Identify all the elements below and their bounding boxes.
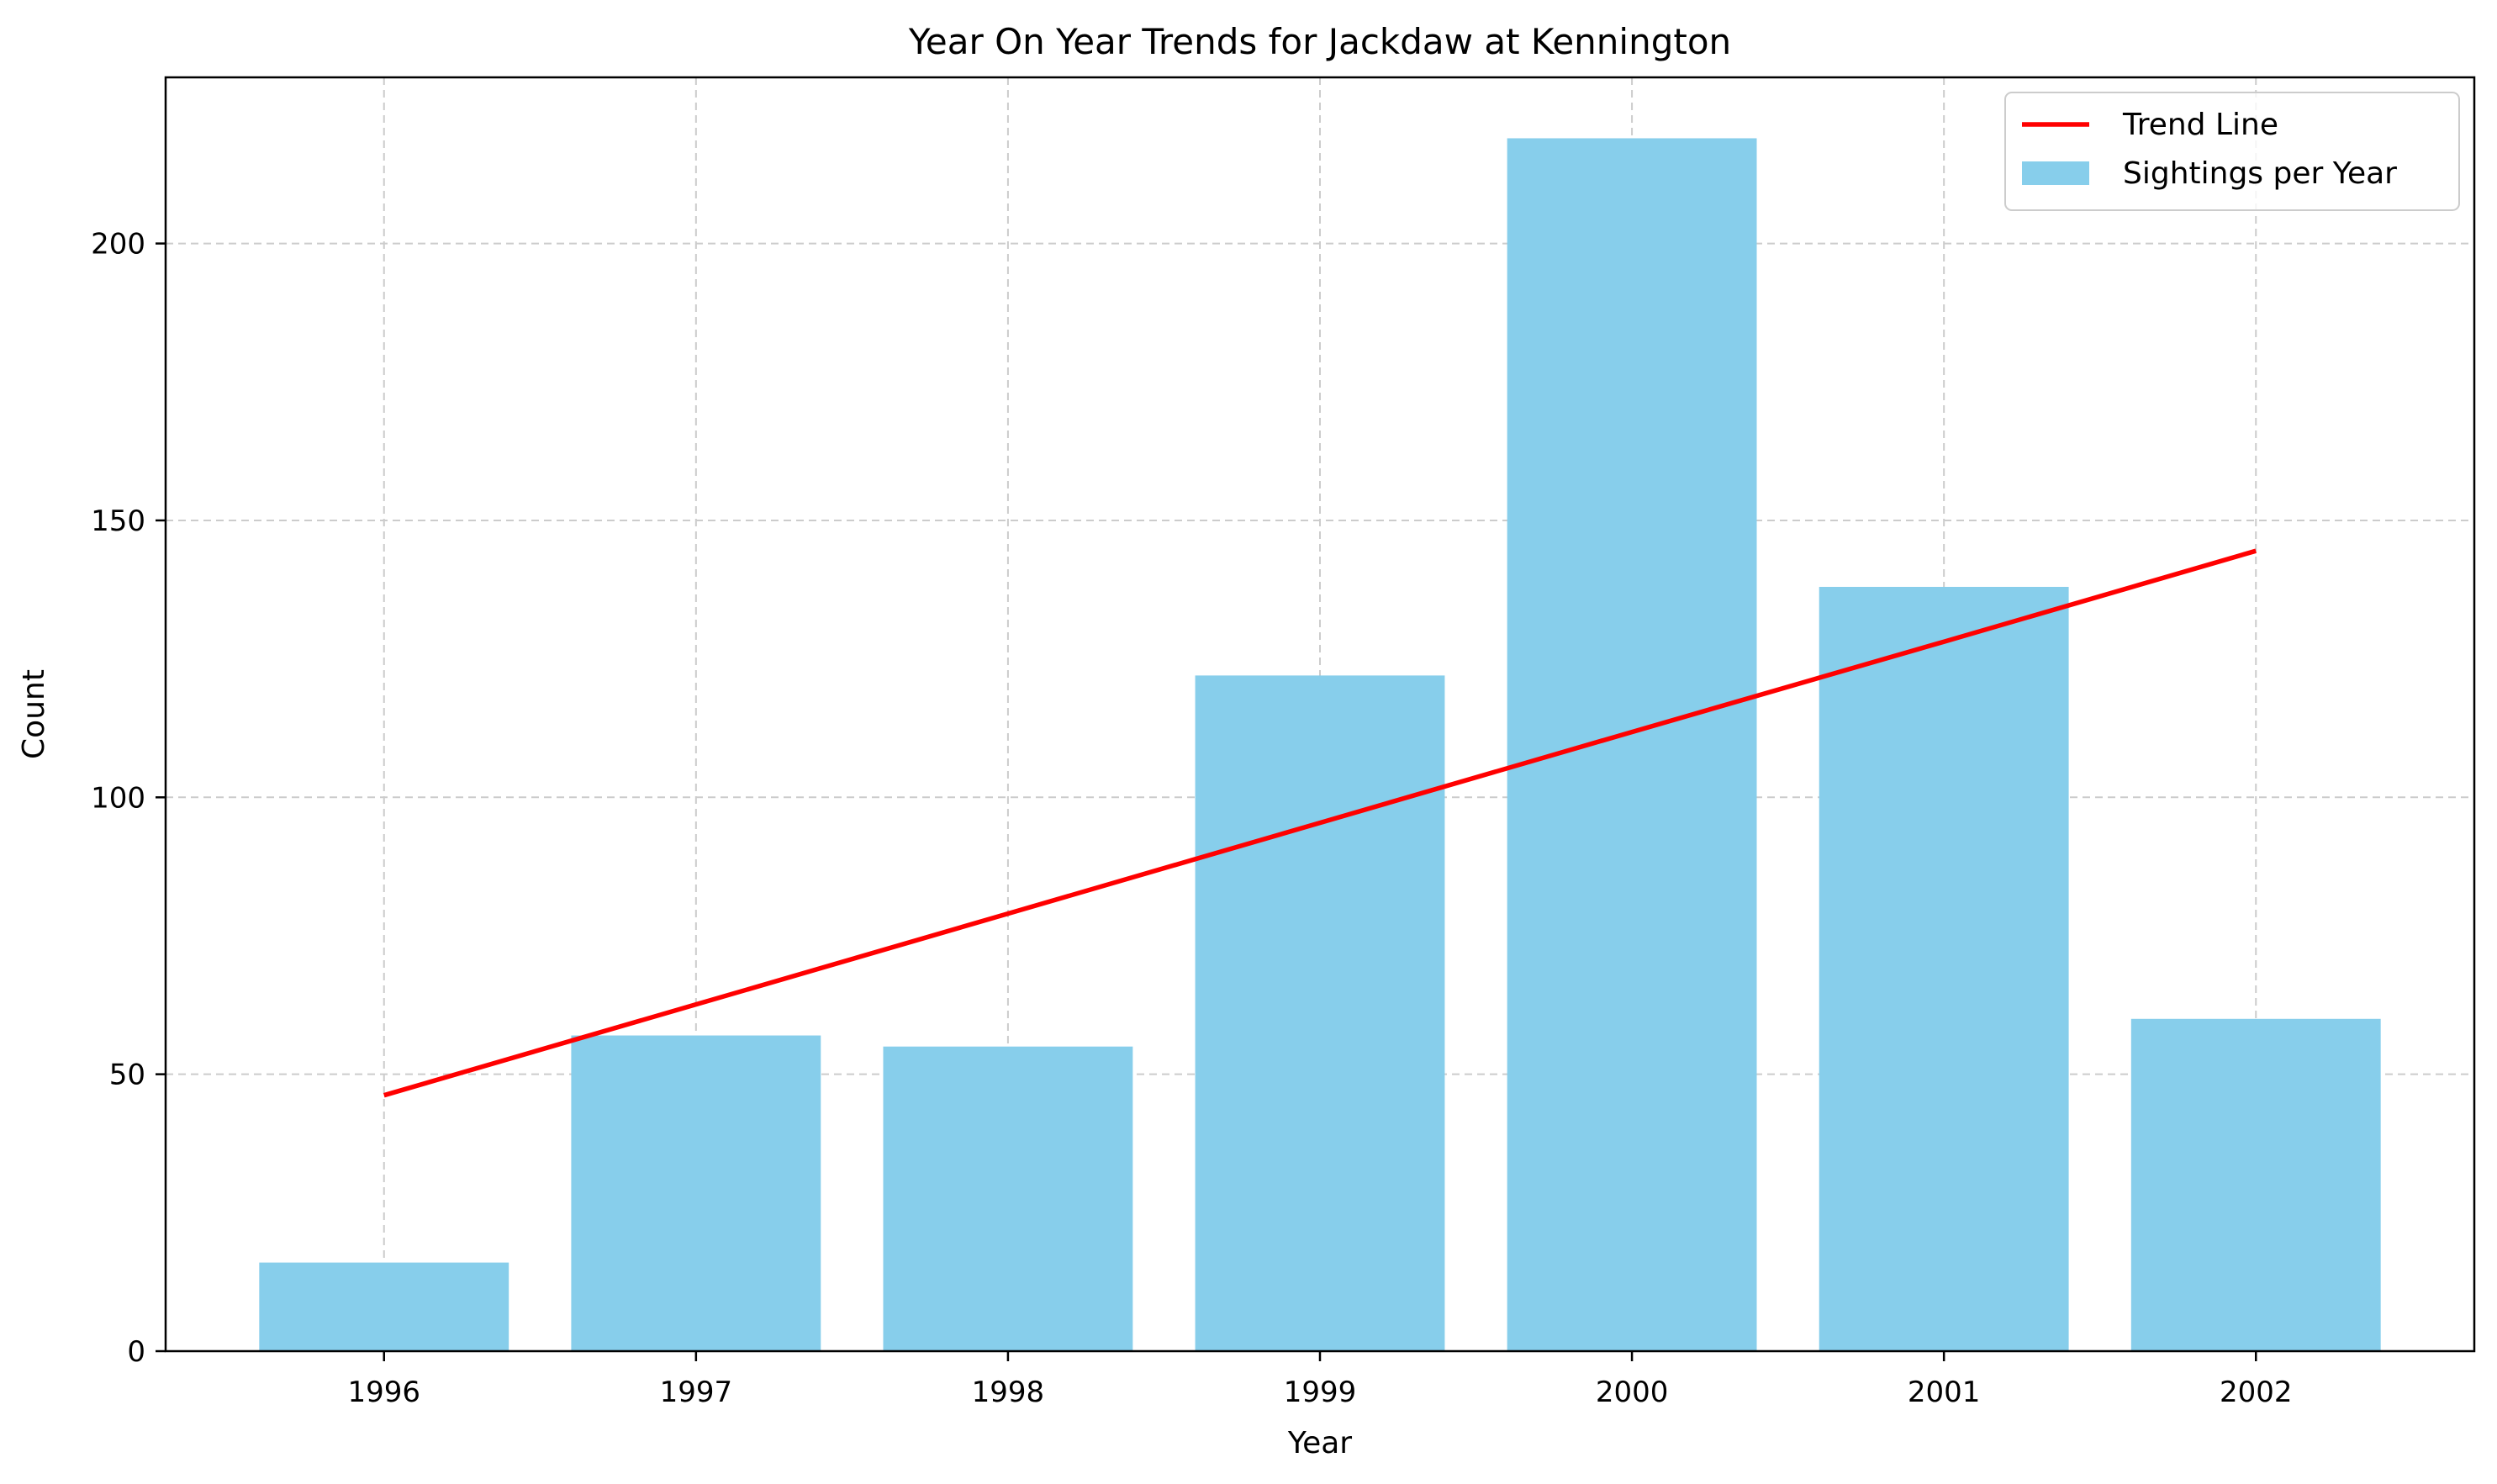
bar-2001 (1819, 587, 2069, 1351)
y-tick-label: 200 (91, 228, 145, 261)
legend-swatch-sightings (2022, 161, 2089, 185)
x-tick-label: 2002 (2220, 1376, 2293, 1409)
bar-1996 (259, 1262, 509, 1351)
legend-box (2004, 92, 2460, 211)
legend: Trend Line Sightings per Year (2004, 92, 2460, 211)
y-tick-label: 50 (109, 1059, 145, 1092)
x-tick-label: 1998 (972, 1376, 1045, 1409)
y-tick-label: 150 (91, 504, 145, 538)
trend-line (383, 548, 2257, 1098)
bar-2000 (1507, 138, 1757, 1351)
bar-2002 (2130, 1018, 2381, 1351)
x-tick-label: 1996 (347, 1376, 420, 1409)
x-tick-label: 2000 (1596, 1376, 1669, 1409)
y-tick-label: 100 (91, 781, 145, 815)
y-axis-label: Count (17, 669, 51, 759)
x-axis-label: Year (1287, 1426, 1352, 1460)
legend-label-sightings: Sightings per Year (2123, 156, 2397, 191)
x-tick-label: 1997 (660, 1376, 733, 1409)
bar-1997 (571, 1035, 821, 1351)
bar-1998 (883, 1046, 1133, 1351)
bar-layer (259, 138, 2381, 1351)
legend-label-trend-line: Trend Line (2122, 108, 2278, 142)
line-layer (383, 548, 2257, 1098)
bar-1999 (1195, 675, 1445, 1351)
chart-title: Year On Year Trends for Jackdaw at Kenni… (908, 21, 1731, 62)
tick-layer: 1996 1997 1998 1999 2000 2001 2002 0 50 100 150 200 (91, 228, 2292, 1409)
x-tick-label: 2001 (1908, 1376, 1981, 1409)
y-tick-label: 0 (127, 1335, 145, 1369)
x-tick-label: 1999 (1284, 1376, 1357, 1409)
